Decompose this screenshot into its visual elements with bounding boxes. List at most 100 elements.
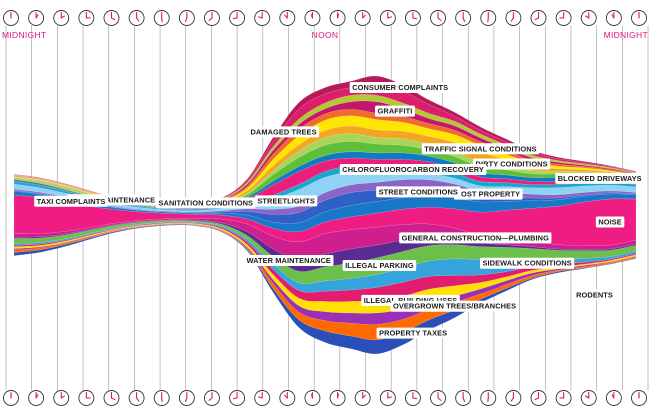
top-clock-icon xyxy=(229,10,246,26)
bottom-clock-icon xyxy=(605,390,622,406)
top-clock-icon xyxy=(153,10,170,26)
annotation: GENERAL CONSTRUCTION—PLUMBING xyxy=(399,232,552,244)
top-clock-icon xyxy=(455,10,472,26)
bottom-clock-icon xyxy=(379,390,396,406)
annotation: TRAFFIC SIGNAL CONDITIONS xyxy=(421,143,540,155)
annotation-text: RODENTS xyxy=(576,291,613,300)
annotation-text: DAMAGED TREES xyxy=(250,127,316,136)
annotation-text: SIDEWALK CONDITIONS xyxy=(482,259,571,268)
annotation-text: TAXI COMPLAINTS xyxy=(37,197,106,206)
bottom-clock-icon xyxy=(304,390,321,406)
bottom-clock-icon xyxy=(631,390,647,406)
annotation-text: STREETLIGHTS xyxy=(257,196,314,205)
annotation-box xyxy=(399,232,552,244)
annotation: SIDEWALK CONDITIONS xyxy=(479,257,575,269)
top-clock-icon xyxy=(404,10,421,26)
annotation-text: TRAFFIC SIGNAL CONDITIONS xyxy=(424,144,536,153)
annotation-text: GRAFFITI xyxy=(378,107,413,116)
annotation-text: GENERAL CONSTRUCTION—PLUMBING xyxy=(402,233,549,242)
annotation: LOST PROPERTY xyxy=(453,188,523,200)
annotation-box xyxy=(473,158,551,170)
annotation: DIRTY CONDITIONS xyxy=(473,158,551,170)
annotation: STREET CONDITIONS xyxy=(376,186,461,198)
annotation-box xyxy=(349,82,451,94)
annotation-text: CONSUMER COMPLAINTS xyxy=(352,83,448,92)
top-clock-icon xyxy=(204,10,220,26)
annotation-box xyxy=(243,254,334,266)
annotation-box xyxy=(453,188,523,200)
annotation: SANITATION CONDITIONS xyxy=(155,197,256,209)
annotation-box xyxy=(375,105,415,117)
annotation-text: STREET CONDITIONS xyxy=(379,187,458,196)
top-clock-icon xyxy=(103,10,120,26)
top-clock-icon xyxy=(379,10,396,26)
bottom-clock-icon xyxy=(555,390,572,406)
annotation-box xyxy=(342,260,417,272)
time-labels: MIDNIGHT NOON MIDNIGHT xyxy=(2,30,648,40)
top-clock-icon xyxy=(304,10,321,26)
annotations: CONSUMER COMPLAINTS GRAFFITI DAMAGED TREES… xyxy=(34,82,645,339)
time-label: MIDNIGHT xyxy=(604,30,648,40)
annotation-box xyxy=(595,216,625,228)
clock-row-bottom xyxy=(3,390,647,406)
bottom-clock-icon xyxy=(53,390,70,406)
annotation-box xyxy=(555,172,645,184)
top-clock-icon xyxy=(505,10,522,26)
annotation-text: NOISE xyxy=(598,218,622,227)
top-clock-icon xyxy=(329,10,346,26)
top-clock-icon xyxy=(354,10,371,26)
annotation: TAXI COMPLAINTS xyxy=(34,195,108,207)
annotation: DAMAGED TREES xyxy=(247,126,320,138)
annotation: OVERGROWN TREES/BRANCHES xyxy=(390,300,519,312)
top-clock-icon xyxy=(53,10,70,26)
top-clock-icon xyxy=(430,10,446,26)
annotation-box xyxy=(376,327,450,339)
top-clock-icon xyxy=(279,10,296,26)
bottom-clock-icon xyxy=(530,390,547,406)
annotation-box xyxy=(155,197,256,209)
annotation-box xyxy=(247,126,320,138)
top-clock-icon xyxy=(605,10,622,26)
bottom-clock-icon xyxy=(204,390,220,406)
top-clock-icon xyxy=(178,10,195,26)
annotation-box xyxy=(390,300,519,312)
annotation-text: OVERGROWN TREES/BRANCHES xyxy=(393,302,516,311)
top-clock-icon xyxy=(580,10,597,26)
annotation-text: WATER MAINTENANCE xyxy=(246,256,331,265)
annotation: CHLOROFLUOROCARBON RECOVERY xyxy=(339,164,487,176)
annotation-text: BLOCKED DRIVEWAYS xyxy=(558,174,642,183)
annotation-box xyxy=(421,143,540,155)
bottom-clock-icon xyxy=(580,390,597,406)
annotation-text: SANITATION CONDITIONS xyxy=(158,198,253,207)
bottom-clock-icon xyxy=(455,390,472,406)
annotation: BLOCKED DRIVEWAYS xyxy=(555,172,645,184)
annotation-text: LOST PROPERTY xyxy=(456,190,520,199)
annotation: PROPERTY TAXES xyxy=(376,327,450,339)
bottom-clock-icon xyxy=(354,390,371,406)
annotation-box xyxy=(339,164,487,176)
bottom-clock-icon xyxy=(3,390,19,406)
time-label: MIDNIGHT xyxy=(2,30,46,40)
annotation-box xyxy=(34,195,108,207)
annotation-text: ILLEGAL BUILDING USES xyxy=(364,296,458,305)
bottom-clock-icon xyxy=(128,390,145,406)
annotation-text: SEWER MAINTENANCE xyxy=(70,195,155,204)
bottom-clock-icon xyxy=(229,390,246,406)
annotation: GRAFFITI xyxy=(375,105,415,117)
top-clock-icon xyxy=(28,10,45,26)
bottom-clock-icon xyxy=(254,390,271,406)
annotation-text: DIRTY CONDITIONS xyxy=(476,159,548,168)
bottom-clock-icon xyxy=(505,390,522,406)
clock-row-top xyxy=(3,10,647,26)
top-clock-icon xyxy=(480,10,497,26)
top-clock-icon xyxy=(530,10,547,26)
annotation-box xyxy=(254,195,318,207)
annotation: CONSUMER COMPLAINTS xyxy=(349,82,451,94)
annotation-text: CHLOROFLUOROCARBON RECOVERY xyxy=(342,165,484,174)
bottom-clock-icon xyxy=(404,390,421,406)
annotation-text: PROPERTY TAXES xyxy=(379,329,447,338)
top-clock-icon xyxy=(555,10,572,26)
bottom-clock-icon xyxy=(430,390,446,406)
stream-layers xyxy=(13,75,637,355)
